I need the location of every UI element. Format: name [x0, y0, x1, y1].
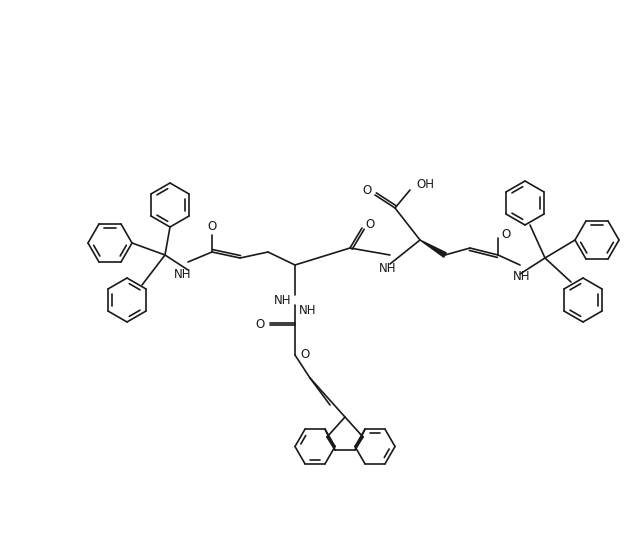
Text: NH: NH [299, 304, 317, 316]
Text: O: O [256, 319, 265, 332]
Text: OH: OH [416, 178, 434, 192]
Text: O: O [207, 220, 216, 233]
Text: NH: NH [175, 268, 192, 280]
Text: O: O [363, 184, 372, 198]
Text: O: O [365, 217, 375, 231]
Text: NH: NH [379, 262, 397, 274]
Text: NH: NH [513, 270, 531, 284]
Text: O: O [300, 348, 310, 362]
Text: O: O [502, 227, 511, 241]
Polygon shape [420, 240, 446, 257]
Text: NH: NH [274, 294, 292, 306]
